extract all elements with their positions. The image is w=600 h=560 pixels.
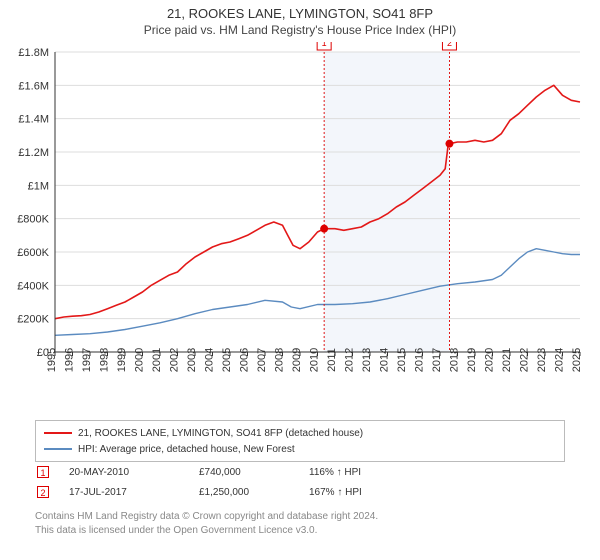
sale-marker-icon: 2 [37,486,49,498]
svg-text:£400K: £400K [17,280,49,292]
legend-swatch-blue [44,448,72,450]
svg-text:1: 1 [322,42,327,48]
legend-swatch-red [44,432,72,434]
svg-text:2001: 2001 [151,348,163,372]
svg-text:1998: 1998 [99,348,111,372]
svg-text:£1.6M: £1.6M [18,80,49,92]
svg-text:2007: 2007 [256,348,268,372]
chart-title-address: 21, ROOKES LANE, LYMINGTON, SO41 8FP [0,6,600,21]
svg-text:2002: 2002 [169,348,181,372]
svg-text:2000: 2000 [134,348,146,372]
svg-text:1999: 1999 [116,348,128,372]
svg-text:2014: 2014 [379,348,391,372]
svg-text:£1M: £1M [28,180,49,192]
svg-text:2004: 2004 [204,348,216,372]
svg-text:2021: 2021 [501,348,513,372]
sales-list: 1 20-MAY-2010 £740,000 116% ↑ HPI 2 17-J… [35,462,565,502]
svg-text:2006: 2006 [239,348,251,372]
svg-text:2018: 2018 [449,348,461,372]
sale-marker-icon: 1 [37,466,49,478]
legend-label-price-paid: 21, ROOKES LANE, LYMINGTON, SO41 8FP (de… [78,428,363,439]
sale-row: 2 17-JUL-2017 £1,250,000 167% ↑ HPI [35,482,565,502]
svg-text:2013: 2013 [361,348,373,372]
chart-subtitle: Price paid vs. HM Land Registry's House … [0,23,600,37]
svg-text:£200K: £200K [17,314,49,326]
footer-line1: Contains HM Land Registry data © Crown c… [35,510,565,524]
svg-text:2008: 2008 [274,348,286,372]
footer-line2: This data is licensed under the Open Gov… [35,524,565,538]
chart-header: 21, ROOKES LANE, LYMINGTON, SO41 8FP Pri… [0,0,600,37]
svg-text:2005: 2005 [221,348,233,372]
svg-text:1997: 1997 [81,348,93,372]
svg-text:2025: 2025 [571,348,583,372]
svg-text:£1.8M: £1.8M [18,47,49,59]
svg-text:£1.4M: £1.4M [18,114,49,126]
svg-text:2020: 2020 [484,348,496,372]
sale-date: 17-JUL-2017 [69,487,199,498]
svg-text:£1.2M: £1.2M [18,147,49,159]
svg-text:£800K: £800K [17,214,49,226]
sale-row: 1 20-MAY-2010 £740,000 116% ↑ HPI [35,462,565,482]
svg-text:2015: 2015 [396,348,408,372]
svg-text:2016: 2016 [414,348,426,372]
license-footer: Contains HM Land Registry data © Crown c… [35,510,565,537]
legend: 21, ROOKES LANE, LYMINGTON, SO41 8FP (de… [35,420,565,462]
sale-price: £1,250,000 [199,487,309,498]
svg-text:2011: 2011 [326,348,338,372]
legend-item-hpi: HPI: Average price, detached house, New … [44,441,556,457]
svg-text:2019: 2019 [466,348,478,372]
svg-text:1995: 1995 [46,348,58,372]
svg-text:2010: 2010 [309,348,321,372]
svg-text:2003: 2003 [186,348,198,372]
sale-price: £740,000 [199,467,309,478]
svg-text:2023: 2023 [536,348,548,372]
sale-date: 20-MAY-2010 [69,467,199,478]
legend-item-price-paid: 21, ROOKES LANE, LYMINGTON, SO41 8FP (de… [44,425,556,441]
svg-text:1996: 1996 [64,348,76,372]
svg-text:2017: 2017 [431,348,443,372]
svg-text:2: 2 [447,42,452,48]
svg-text:2022: 2022 [519,348,531,372]
svg-text:£600K: £600K [17,247,49,259]
svg-text:2024: 2024 [554,348,566,372]
sale-hpi: 116% ↑ HPI [309,467,449,478]
svg-text:2009: 2009 [291,348,303,372]
chart-area: £0£200K£400K£600K£800K£1M£1.2M£1.4M£1.6M… [0,42,600,422]
svg-text:2012: 2012 [344,348,356,372]
legend-label-hpi: HPI: Average price, detached house, New … [78,444,295,455]
line-chart-svg: £0£200K£400K£600K£800K£1M£1.2M£1.4M£1.6M… [0,42,600,422]
sale-hpi: 167% ↑ HPI [309,487,449,498]
